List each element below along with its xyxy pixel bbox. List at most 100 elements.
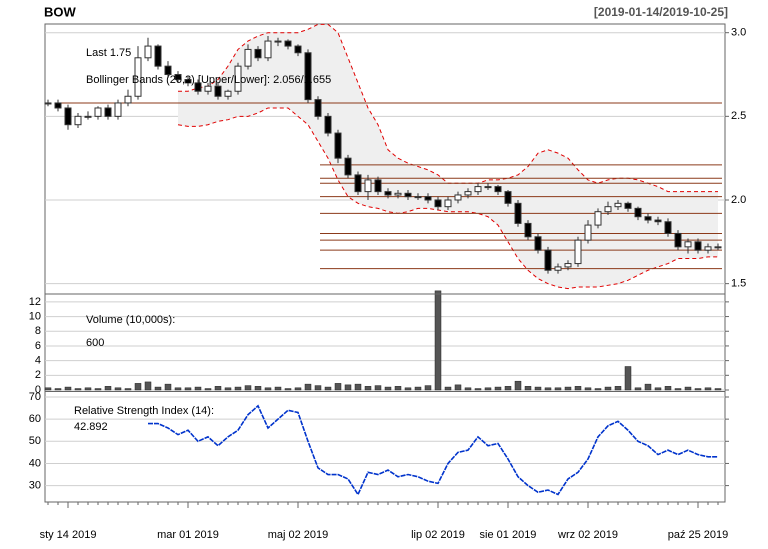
volume-bar [254, 386, 262, 391]
panel-title: Relative Strength Index (14): [74, 405, 214, 417]
candle-body [154, 45, 162, 67]
y-tick-label: 3.0 [731, 27, 746, 39]
candle-body [694, 241, 702, 251]
volume-bar [564, 386, 572, 391]
candle-body [514, 202, 522, 224]
candle-body [104, 107, 112, 117]
x-tick-label: paź 25 2019 [668, 529, 729, 541]
volume-bar [324, 386, 332, 391]
volume-bar [234, 386, 242, 391]
volume-bar [274, 386, 282, 391]
bollinger-band [177, 107, 718, 290]
candle-body [704, 246, 712, 251]
candle-body [404, 192, 412, 198]
volume-bar [264, 387, 272, 391]
candle-body [184, 79, 192, 84]
volume-bar [494, 386, 502, 391]
volume-bar [534, 386, 542, 391]
y-tick-label: 70 [29, 391, 41, 403]
candle-body [174, 74, 182, 81]
volume-bar [704, 387, 712, 391]
y-tick-label: 40 [29, 457, 41, 469]
y-tick-label: 2 [35, 369, 41, 381]
volume-bar [664, 386, 672, 391]
x-tick-label: wrz 02 2019 [557, 529, 618, 541]
candle-body [674, 232, 682, 248]
candle-body [464, 191, 472, 196]
panel-title: Volume (10,000s): [86, 314, 175, 326]
candle-body [534, 236, 542, 251]
candle-body [194, 82, 202, 92]
candle-body [554, 266, 562, 271]
candle-body [364, 179, 372, 193]
candle-body [124, 95, 132, 104]
candle-body [594, 211, 602, 226]
candle-body [304, 52, 312, 101]
y-tick-label: 2.5 [731, 110, 746, 122]
volume-bar [644, 383, 652, 391]
candle-body [374, 179, 382, 193]
volume-bar [84, 387, 92, 391]
x-tick-label: mar 01 2019 [157, 529, 219, 541]
y-tick-label: 6 [35, 340, 41, 352]
candle-body [224, 90, 232, 97]
x-tick-label: maj 02 2019 [268, 529, 329, 541]
volume-bar [194, 386, 202, 391]
volume-bar [214, 386, 222, 391]
volume-bar [674, 388, 682, 391]
date-range: [2019-01-14/2019-10-25] [594, 5, 728, 19]
candle-body [604, 206, 612, 213]
candle-body [584, 224, 592, 241]
candle-body [234, 65, 242, 92]
candle-body [424, 196, 432, 201]
volume-bar [344, 384, 352, 391]
annotation: Last 1.75 [86, 47, 131, 59]
candle-body [644, 216, 652, 221]
volume-bar [634, 387, 642, 391]
volume-bar [124, 388, 132, 391]
volume-bar [684, 386, 692, 391]
volume-bar [474, 388, 482, 391]
candle-body [504, 191, 512, 204]
volume-bar [614, 386, 622, 391]
volume-bar [464, 387, 472, 391]
volume-bar [574, 386, 582, 391]
candle-body [624, 202, 632, 209]
annotation: 600 [86, 337, 104, 349]
candle-body [204, 85, 212, 92]
candle-body [74, 115, 82, 126]
volume-bar [164, 383, 172, 391]
candle-body [384, 191, 392, 196]
volume-bar [624, 366, 632, 391]
volume-bar [594, 388, 602, 391]
y-tick-label: 10 [29, 310, 41, 322]
volume-bar [44, 387, 52, 391]
candle-body [354, 174, 362, 193]
volume-bar [334, 383, 342, 391]
candle-body [164, 65, 172, 76]
volume-bar [454, 384, 462, 391]
candle-body [214, 85, 222, 97]
y-tick-label: 4 [35, 355, 41, 367]
candle-body [64, 107, 72, 126]
volume-bar [224, 387, 232, 391]
volume-bar [414, 386, 422, 391]
volume-bar [144, 381, 152, 391]
candle-body [344, 157, 352, 176]
y-tick-label: 50 [29, 435, 41, 447]
candle-body [634, 207, 642, 218]
volume-bar [204, 388, 212, 391]
x-tick-label: lip 02 2019 [411, 529, 465, 541]
candle-body [244, 48, 252, 67]
volume-bar [284, 388, 292, 391]
candle-body [324, 115, 332, 134]
volume-bar [104, 386, 112, 391]
candle-body [574, 239, 582, 265]
volume-bar [444, 386, 452, 391]
volume-bar [294, 387, 302, 391]
candle-body [564, 263, 572, 268]
volume-bar [524, 386, 532, 391]
volume-bar [134, 383, 142, 391]
candle-body [134, 57, 142, 97]
y-tick-label: 0 [35, 384, 41, 396]
